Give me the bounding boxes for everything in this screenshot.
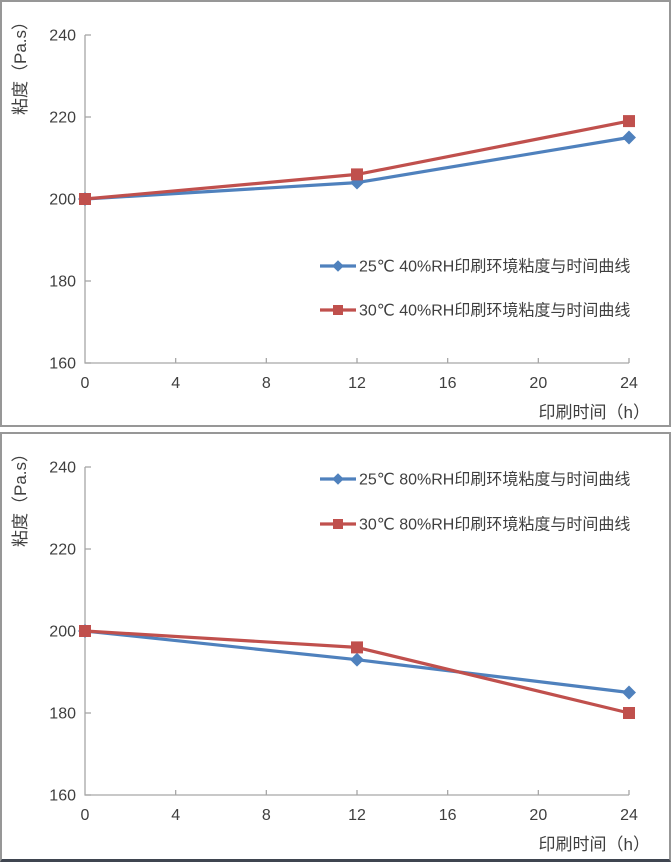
y-tick-label: 200 xyxy=(49,624,76,641)
series-marker-1 xyxy=(623,115,635,128)
chart-panel-80rh: 160 180 200 220 240 0 4 8 12 16 20 24 印刷时间（h） 粘度（Pa.s… xyxy=(0,432,671,862)
x-tick-label: 12 xyxy=(348,375,366,392)
viscosity-time-chart-80rh: 160 180 200 220 240 0 4 8 12 16 20 24 印刷时间（h） 粘度（Pa.s… xyxy=(11,445,650,854)
y-tick-label: 240 xyxy=(49,28,76,45)
legend-item-0: 25℃ 40%RH印刷环境粘度与时间曲线 xyxy=(320,257,630,276)
series-marker-0 xyxy=(622,685,636,700)
x-axis-title: 印刷时间（h） xyxy=(539,835,650,854)
legend-label: 30℃ 40%RH印刷环境粘度与时间曲线 xyxy=(359,301,630,320)
x-tick-label: 20 xyxy=(529,375,547,392)
x-tick-label: 24 xyxy=(620,807,638,824)
x-tick-label: 24 xyxy=(620,375,638,392)
x-tick-label: 16 xyxy=(439,375,457,392)
legend-item-1: 30℃ 80%RH印刷环境粘度与时间曲线 xyxy=(320,515,630,534)
y-tick-label: 160 xyxy=(49,356,76,373)
series-marker-1 xyxy=(79,625,91,637)
series-marker-0 xyxy=(622,130,636,145)
x-tick-label: 20 xyxy=(529,807,547,824)
x-axis-title: 印刷时间（h） xyxy=(539,403,650,422)
series-marker-1 xyxy=(351,641,363,654)
series-line-0 xyxy=(83,135,631,201)
x-tick-label: 4 xyxy=(171,375,180,392)
series-marker-1 xyxy=(79,193,91,205)
y-tick-label: 180 xyxy=(49,274,76,291)
x-tick-label: 16 xyxy=(439,807,457,824)
x-tick-label: 0 xyxy=(81,375,90,392)
legend-item-1: 30℃ 40%RH印刷环境粘度与时间曲线 xyxy=(320,301,630,320)
legend-marker xyxy=(332,473,344,485)
y-tick-label: 180 xyxy=(49,706,76,723)
series-marker-1 xyxy=(351,168,363,181)
legend-label: 25℃ 40%RH印刷环境粘度与时间曲线 xyxy=(359,257,630,276)
y-tick-label: 240 xyxy=(49,460,76,477)
x-tick-label: 12 xyxy=(348,807,366,824)
legend-marker xyxy=(333,305,343,315)
chart-panel-40rh: 160 180 200 220 240 0 4 8 12 16 20 24 印刷时间（h） 粘度（Pa.s… xyxy=(0,0,671,427)
x-tick-label: 8 xyxy=(262,375,271,392)
y-axis-title: 粘度（Pa.s） xyxy=(11,445,30,547)
x-tick-label: 0 xyxy=(81,807,90,824)
legend-label: 30℃ 80%RH印刷环境粘度与时间曲线 xyxy=(359,515,630,534)
y-axis-title: 粘度（Pa.s） xyxy=(11,13,30,115)
legend-marker xyxy=(333,519,343,529)
x-tick-label: 8 xyxy=(262,807,271,824)
y-tick-label: 160 xyxy=(49,788,76,805)
legend-label: 25℃ 80%RH印刷环境粘度与时间曲线 xyxy=(359,470,630,489)
series-marker-1 xyxy=(623,707,635,719)
viscosity-time-chart-40rh: 160 180 200 220 240 0 4 8 12 16 20 24 印刷时间（h） 粘度（Pa.s… xyxy=(11,13,650,422)
y-tick-label: 220 xyxy=(49,542,76,559)
y-tick-label: 200 xyxy=(49,192,76,209)
series-marker-0 xyxy=(350,652,364,667)
legend-marker xyxy=(332,260,344,272)
legend-item-0: 25℃ 80%RH印刷环境粘度与时间曲线 xyxy=(320,470,630,489)
x-tick-label: 4 xyxy=(171,807,180,824)
y-tick-label: 220 xyxy=(49,110,76,127)
